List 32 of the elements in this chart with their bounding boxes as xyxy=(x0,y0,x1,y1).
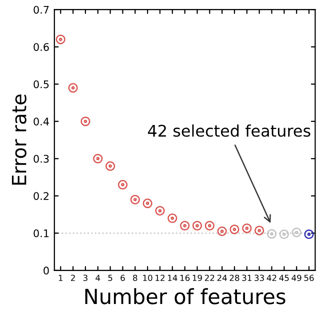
x-tick-label: 22 xyxy=(204,274,214,281)
y-tick-label: 0.4 xyxy=(34,118,49,126)
x-tick-label: 49 xyxy=(292,274,302,282)
x-tick-label: 56 xyxy=(304,274,314,282)
x-tick-label: 2 xyxy=(70,274,75,281)
x-tick-label: 8 xyxy=(133,274,138,282)
y-tick-label: 0.2 xyxy=(34,192,48,200)
x-tick-label: 5 xyxy=(108,274,112,282)
y-axis-title: Error rate xyxy=(12,94,26,185)
x-tick-label: 3 xyxy=(83,274,88,282)
y-tick-label: 0.6 xyxy=(34,43,49,51)
x-tick-label: 4 xyxy=(96,274,100,281)
x-tick-label: 42 xyxy=(266,274,276,281)
x-tick-label: 19 xyxy=(192,274,202,282)
x-tick-label: 1 xyxy=(58,274,62,281)
x-tick-label: 16 xyxy=(180,274,190,282)
y-tick-label: 0.7 xyxy=(34,6,49,14)
x-tick-label: 28 xyxy=(230,274,240,282)
x-tick-label: 12 xyxy=(156,274,164,281)
y-tick-label: 0.3 xyxy=(34,154,49,163)
y-tick-label: 0.5 xyxy=(34,80,49,88)
x-tick-label: 31 xyxy=(242,274,252,282)
x-tick-label: 14 xyxy=(168,274,178,281)
y-tick-label: 0.1 xyxy=(34,229,49,238)
x-axis-title: Number of features xyxy=(85,288,286,304)
x-tick-label: 33 xyxy=(254,274,264,282)
annotation: 42 selected features xyxy=(148,124,310,137)
y-tick-label: 0 xyxy=(44,266,49,275)
x-tick-label: 6 xyxy=(120,274,125,282)
x-tick-label: 24 xyxy=(217,274,227,281)
x-tick-label: 45 xyxy=(279,274,289,282)
x-tick-label: 10 xyxy=(143,274,152,282)
